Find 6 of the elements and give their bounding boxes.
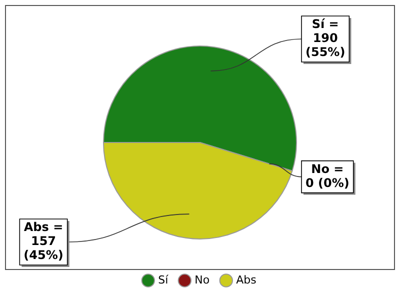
- legend-label: Sí: [158, 273, 170, 286]
- data-label: Abs = 157 (45%): [24, 220, 64, 262]
- legend-label: Abs: [236, 273, 257, 286]
- text: No = 0 (0%): [305, 162, 350, 190]
- data-label: Sí = 190 (55%): [305, 17, 346, 60]
- legend-label: No: [194, 273, 210, 286]
